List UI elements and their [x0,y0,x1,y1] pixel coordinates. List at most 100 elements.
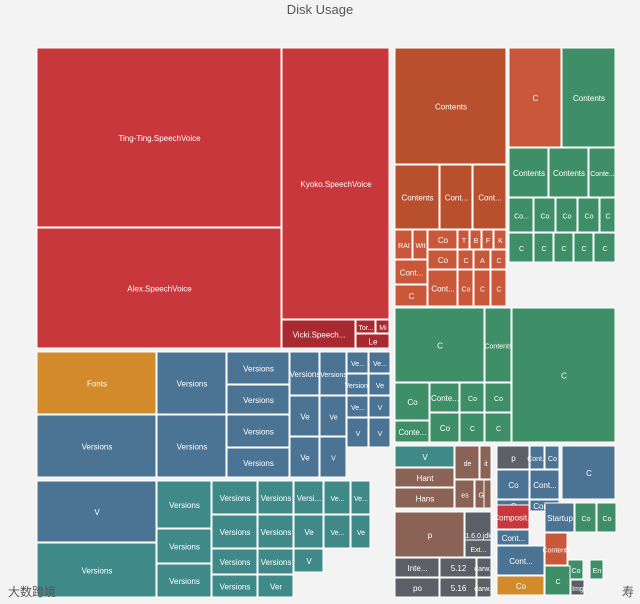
treemap-label-c: C [602,246,607,253]
treemap-label-c: C [480,287,485,294]
treemap-label-v: V [378,431,383,438]
treemap-label-b: B [474,238,479,245]
treemap-label-versions: Versions [290,370,321,379]
watermark-right: 寿 [621,585,634,599]
treemap-cell-versions [36,414,157,478]
treemap-label-c: C [496,287,501,294]
treemap-label-alex-speechvoice: Alex.SpeechVoice [127,285,192,294]
treemap-label-ve: Ve... [330,530,344,537]
treemap-label-darw: darw... [474,566,495,573]
treemap-label-cont: Cont... [502,534,526,543]
treemap-label-c: C [555,579,560,586]
treemap-cell-fonts [36,351,157,415]
treemap-cell-ext [464,539,492,558]
treemap-cell-versions [156,480,212,529]
treemap-cell-5-16 [439,577,477,598]
treemap-label-co: Co [582,516,591,523]
treemap-cell-wit [412,229,428,260]
treemap-cell-versions [156,414,227,478]
treemap-cell-le [355,333,390,349]
treemap-cell-ve [368,351,391,374]
treemap-label-co: Co [407,398,418,407]
treemap-label-startup: Startup [547,514,573,523]
treemap-label-co: Co [438,236,449,245]
treemap-label-versions: Versions [243,459,274,468]
treemap-label-versions: Versions [169,501,200,510]
treemap-cell-t [457,229,470,250]
treemap-cell-co [427,249,458,270]
treemap-cell-tor [355,319,376,334]
treemap-label-en: En [593,568,602,575]
treemap-label-ve: Ve [300,413,310,422]
treemap-label-ver: Ver [270,583,282,592]
treemap-cell-c [561,445,616,500]
treemap-cell-conte [394,420,430,443]
treemap-label-ve: Ve... [351,405,365,412]
treemap-cell-ver [257,574,294,598]
treemap-cell-p [394,511,465,558]
treemap-cell-co [457,269,474,307]
treemap-label-c: C [605,214,610,221]
treemap-label-v: V [306,557,312,566]
treemap-label-co: Co [541,214,550,221]
treemap-label-c: C [409,292,415,301]
treemap-cell-ve [346,395,369,418]
treemap-cell-mi [375,319,390,334]
treemap-cell-c [508,47,562,148]
treemap-label-contents: Contents [435,103,467,112]
treemap-cell-c [473,269,491,307]
treemap-label-c: C [463,258,468,265]
treemap-cell-kyoko-speechvoice [281,47,390,320]
treemap-label-ve: Ve... [354,496,368,503]
treemap-cell-c [508,232,534,263]
treemap-label-co: Co [603,516,612,523]
treemap-cell-co [544,445,560,470]
treemap-cell-c [394,307,485,383]
treemap-label-versions: Versions [261,558,292,567]
treemap-cell-c [394,284,428,307]
treemap-label-ve: Ve [376,383,384,390]
treemap-label-versions: Versions [261,528,292,537]
treemap-label-mi: Mi [379,325,387,332]
treemap-label-kyoko-speechvoice: Kyoko.SpeechVoice [300,180,372,189]
treemap-cell-co [394,382,430,421]
treemap-cell-cont [529,445,545,470]
treemap-cell-a [473,249,491,270]
treemap-cell-ve [346,351,369,374]
treemap-cell-contents [394,47,507,165]
treemap-cell-c [484,412,512,443]
treemap-label-le: Le [369,338,378,347]
treemap-label-c: C [533,94,539,103]
treemap-cell-v [346,417,369,448]
treemap-cell-versi [293,480,324,515]
treemap-label-cont: Cont... [400,269,424,278]
treemap-label-co: Co [516,582,527,591]
treemap-cell-cont [394,259,428,285]
treemap-cell-contents [484,307,512,383]
treemap-label-c: C [541,246,546,253]
treemap-label-ve: Ve [304,528,314,537]
treemap-label-co: Co [572,568,581,575]
treemap-cell-cont [496,529,530,546]
treemap-label-ve: Ve... [373,361,387,368]
treemap-label-versions: Versions [220,528,251,537]
treemap-cell-co [577,197,600,233]
treemap-label-versions: Versions [243,428,274,437]
treemap-label-versions: Versions [177,443,208,452]
treemap-cell-ve [323,514,351,549]
treemap-label-cont: Cont... [445,194,469,203]
treemap-label-co: Co [468,396,477,403]
treemap-cell-rai [394,229,413,260]
treemap-cell-c [553,232,574,263]
treemap-label-inte: Inte... [407,564,427,573]
treemap-cell-versions [211,574,258,598]
treemap-label-ve: Ve [357,530,365,537]
treemap-cell-v [319,436,347,478]
treemap-label-cont: Cont... [509,557,533,566]
treemap-label-ext: Ext... [471,547,487,554]
treemap-label-v: V [422,453,428,462]
treemap-cell-ve [350,514,371,549]
treemap-label-v: V [378,405,383,412]
treemap-cell-us [483,479,492,509]
